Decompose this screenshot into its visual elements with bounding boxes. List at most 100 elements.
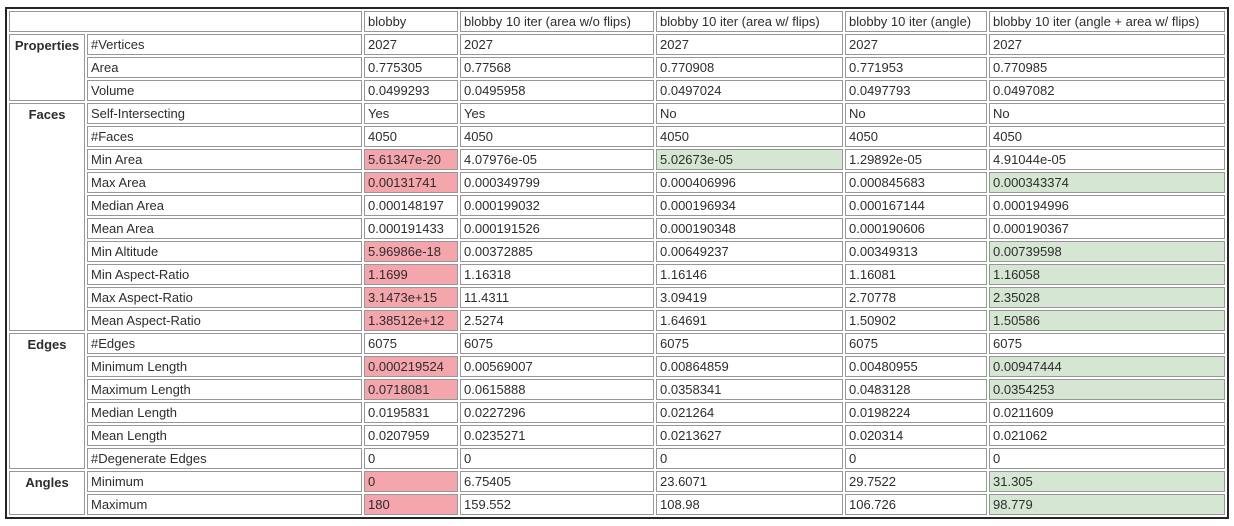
value-cell: 0	[364, 448, 458, 469]
value-cell: 1.16058	[989, 264, 1225, 285]
value-cell: 1.1699	[364, 264, 458, 285]
value-cell: 0.000190348	[656, 218, 843, 239]
value-cell: 23.6071	[656, 471, 843, 492]
row-label: Area	[87, 57, 362, 78]
value-cell: 180	[364, 494, 458, 515]
table-row: Min Altitude 5.96986e-18 0.00372885 0.00649…	[9, 241, 1225, 262]
value-cell: 0.000191433	[364, 218, 458, 239]
table-row: Max Aspect-Ratio 3.1473e+15 11.4311 3.09419…	[9, 287, 1225, 308]
value-cell: 0.00349313	[845, 241, 987, 262]
value-cell: 0.0483128	[845, 379, 987, 400]
value-cell: 6075	[364, 333, 458, 354]
value-cell: 98.779	[989, 494, 1225, 515]
value-cell: 3.1473e+15	[364, 287, 458, 308]
value-cell: 6.75405	[460, 471, 654, 492]
value-cell: 2027	[989, 34, 1225, 55]
value-cell: No	[989, 103, 1225, 124]
value-cell: 1.16146	[656, 264, 843, 285]
value-cell: 2027	[460, 34, 654, 55]
value-cell: 0.0227296	[460, 402, 654, 423]
value-cell: 0.000196934	[656, 195, 843, 216]
value-cell: 0.0235271	[460, 425, 654, 446]
value-cell: 0.0497082	[989, 80, 1225, 101]
value-cell: 6075	[989, 333, 1225, 354]
column-header: blobby 10 iter (area w/ flips)	[656, 11, 843, 32]
value-cell: 0.000349799	[460, 172, 654, 193]
value-cell: 2027	[364, 34, 458, 55]
table-row: Angles Minimum 0 6.75405 23.6071 29.7522 31.30…	[9, 471, 1225, 515]
table-row: Median Length 0.0195831 0.0227296 0.021264 0…	[9, 402, 1225, 423]
row-label: Mean Aspect-Ratio	[87, 310, 362, 331]
value-cell: 1.16318	[460, 264, 654, 285]
column-header: blobby 10 iter (angle + area w/ flips)	[989, 11, 1225, 32]
column-header: blobby 10 iter (angle)	[845, 11, 987, 32]
value-cell: 0.0213627	[656, 425, 843, 446]
value-cell: 3.09419	[656, 287, 843, 308]
table-row: #Degenerate Edges 0 0 0 0 0	[9, 448, 1225, 469]
value-cell: 106.726	[845, 494, 987, 515]
value-cell: 0.020314	[845, 425, 987, 446]
value-cell: 0.000167144	[845, 195, 987, 216]
value-cell: 5.61347e-20	[364, 149, 458, 170]
value-cell: 0.771953	[845, 57, 987, 78]
row-label: Mean Length	[87, 425, 362, 446]
table-row: Properties #Vertices 2027 2027 2027 2027 2027	[9, 34, 1225, 101]
value-cell: 0.775305	[364, 57, 458, 78]
value-cell: 0.0358341	[656, 379, 843, 400]
row-label: Minimum	[87, 471, 362, 492]
value-cell: 0.770908	[656, 57, 843, 78]
row-label: Minimum Length	[87, 356, 362, 377]
row-label: Volume	[87, 80, 362, 101]
value-cell: 0.00480955	[845, 356, 987, 377]
table-row: Min Aspect-Ratio 1.1699 1.16318 1.16146 1.16…	[9, 264, 1225, 285]
table-row: Maximum Length 0.0718081 0.0615888 0.035834…	[9, 379, 1225, 400]
value-cell: 159.552	[460, 494, 654, 515]
value-cell: 1.64691	[656, 310, 843, 331]
value-cell: 0.000219524	[364, 356, 458, 377]
corner-cell	[9, 11, 362, 32]
value-cell: 0.00739598	[989, 241, 1225, 262]
value-cell: 0.0497024	[656, 80, 843, 101]
value-cell: 1.29892e-05	[845, 149, 987, 170]
table-row: Faces Self-Intersecting Yes Yes No No No	[9, 103, 1225, 331]
value-cell: No	[845, 103, 987, 124]
column-header: blobby 10 iter (area w/o flips)	[460, 11, 654, 32]
value-cell: 6075	[460, 333, 654, 354]
table-row: Area 0.775305 0.77568 0.770908 0.771953 0.770…	[9, 57, 1225, 78]
row-label: #Degenerate Edges	[87, 448, 362, 469]
value-cell: 0.021062	[989, 425, 1225, 446]
value-cell: Yes	[460, 103, 654, 124]
value-cell: 0.00649237	[656, 241, 843, 262]
value-cell: 0.0354253	[989, 379, 1225, 400]
group-label: Properties	[9, 34, 85, 101]
value-cell: 0.0495958	[460, 80, 654, 101]
table-row: Mean Area 0.000191433 0.000191526 0.0001903…	[9, 218, 1225, 239]
value-cell: 0.00372885	[460, 241, 654, 262]
table-row: Mean Length 0.0207959 0.0235271 0.0213627 0.…	[9, 425, 1225, 446]
table-row: Median Area 0.000148197 0.000199032 0.00019…	[9, 195, 1225, 216]
value-cell: 0.000194996	[989, 195, 1225, 216]
group-label: Edges	[9, 333, 85, 469]
table-header: blobby blobby 10 iter (area w/o flips) blo…	[9, 11, 1225, 32]
value-cell: 0.00569007	[460, 356, 654, 377]
value-cell: 4050	[364, 126, 458, 147]
value-cell: Yes	[364, 103, 458, 124]
row-label: Min Aspect-Ratio	[87, 264, 362, 285]
value-cell: 0	[364, 471, 458, 492]
value-cell: 0.0497793	[845, 80, 987, 101]
row-label: Max Aspect-Ratio	[87, 287, 362, 308]
value-cell: 0.000343374	[989, 172, 1225, 193]
value-cell: 0.0211609	[989, 402, 1225, 423]
value-cell: 29.7522	[845, 471, 987, 492]
value-cell: 0	[460, 448, 654, 469]
row-label: Max Area	[87, 172, 362, 193]
value-cell: 2027	[845, 34, 987, 55]
value-cell: 0.770985	[989, 57, 1225, 78]
row-label: #Edges	[87, 333, 362, 354]
row-label: Maximum Length	[87, 379, 362, 400]
value-cell: 0.00947444	[989, 356, 1225, 377]
value-cell: 108.98	[656, 494, 843, 515]
value-cell: 0	[989, 448, 1225, 469]
value-cell: 1.50586	[989, 310, 1225, 331]
table-row: #Faces 4050 4050 4050 4050 4050	[9, 126, 1225, 147]
